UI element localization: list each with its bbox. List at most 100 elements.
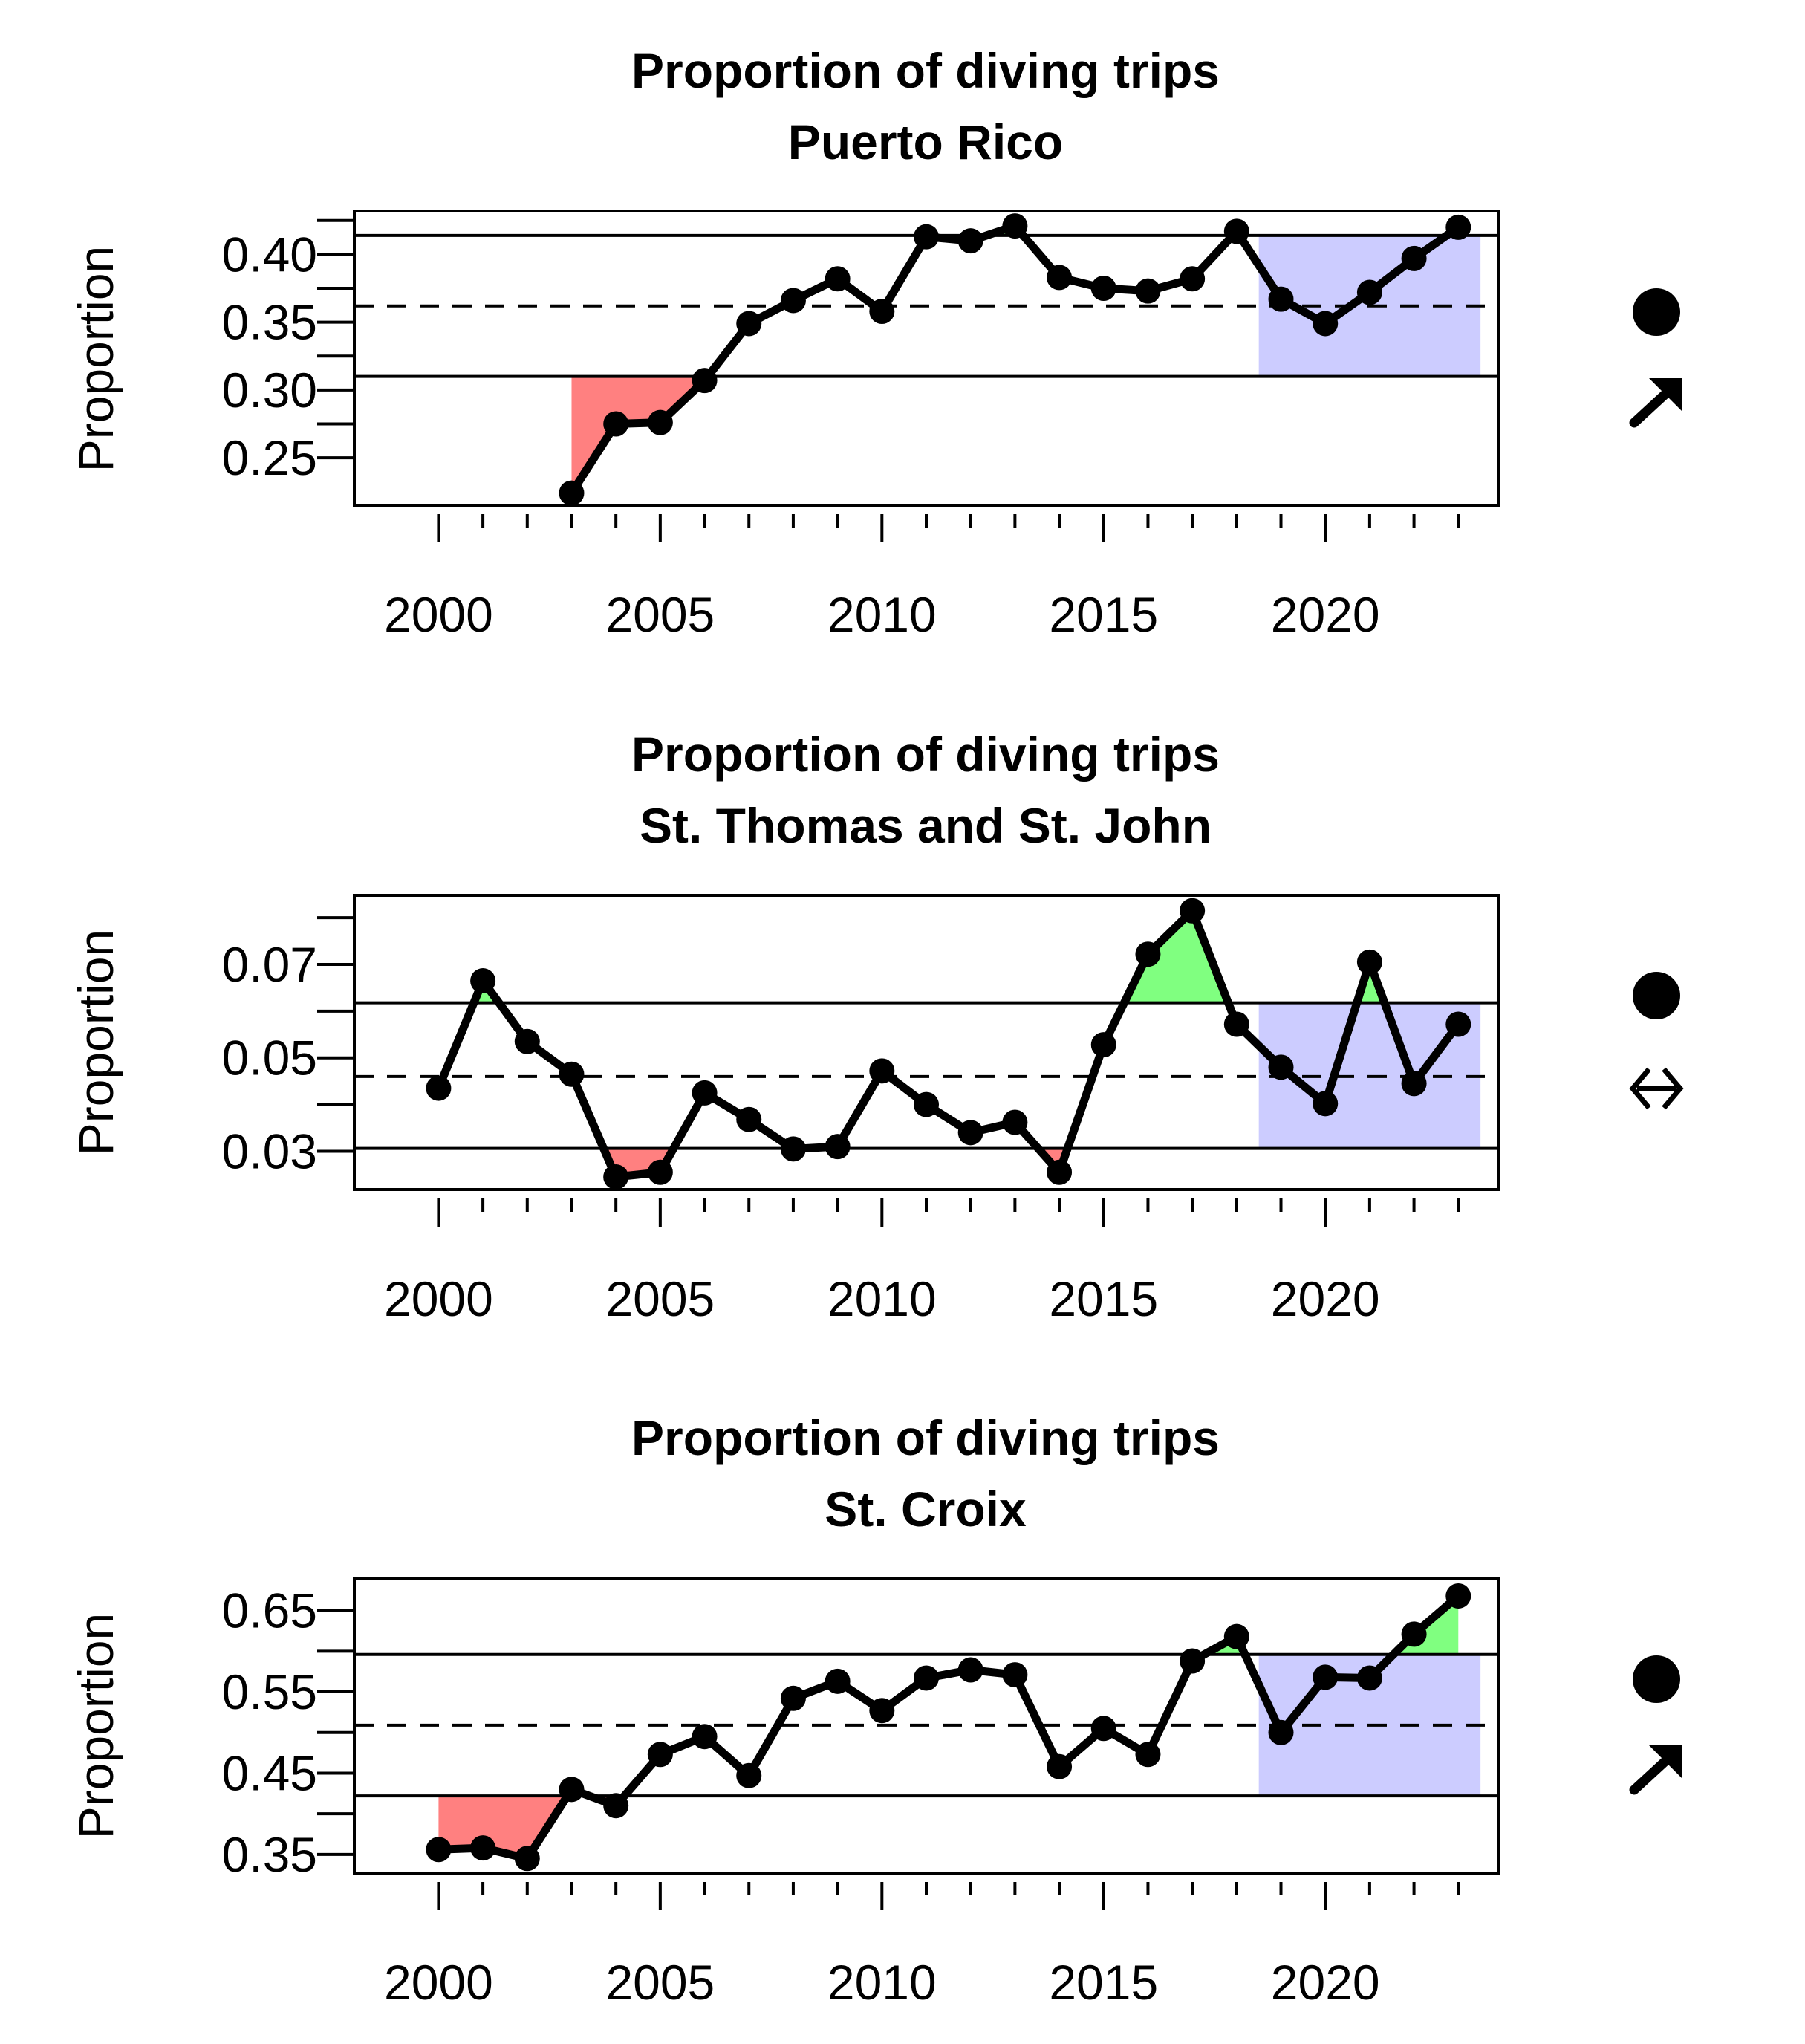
panel-subtitle: St. Thomas and St. John (640, 798, 1212, 853)
panel-st-thomas-st-john: Proportion of diving trips St. Thomas an… (68, 727, 1684, 1326)
data-point (1445, 1011, 1471, 1037)
data-point (426, 1837, 452, 1863)
data-point (647, 1742, 673, 1768)
plot-inner (354, 1595, 1498, 1859)
data-point (1002, 1662, 1028, 1688)
above-upper-fill (1124, 910, 1229, 1003)
panel-puerto-rico: Proportion of diving trips Puerto Rico P… (68, 43, 1682, 642)
data-point (736, 1762, 762, 1788)
data-point (1180, 266, 1206, 292)
filled-circle-icon (1633, 288, 1680, 336)
double-arrow-horizontal-icon (1629, 1067, 1684, 1110)
data-point (736, 311, 762, 337)
data-point (1090, 1716, 1116, 1742)
data-point (825, 1668, 851, 1694)
data-point (1047, 1159, 1073, 1185)
arrow-up-right-icon (1629, 378, 1682, 428)
data-point (692, 368, 718, 394)
data-point (736, 1106, 762, 1132)
filled-circle-icon (1633, 972, 1680, 1019)
plot-frame (353, 1577, 1500, 1875)
data-point (869, 299, 895, 325)
data-point (1135, 1742, 1161, 1768)
data-point (780, 288, 806, 314)
plot-inner (354, 226, 1498, 493)
y-tick-label: 0.30 (222, 363, 317, 418)
plot-area: 2000 2005 2010 2015 2020 0.35 0.45 0.55 0.65 (222, 1577, 1682, 2010)
data-point (426, 1075, 452, 1101)
y-tick-label: 0.25 (222, 430, 317, 485)
data-point (1313, 1664, 1339, 1690)
panel-title: Proportion of diving trips (631, 727, 1220, 782)
x-tick-label: 2010 (827, 1271, 937, 1326)
data-point (957, 228, 983, 254)
data-point (514, 1846, 540, 1872)
y-tick-label: 0.03 (222, 1123, 317, 1178)
data-point (914, 1665, 939, 1691)
x-tick-label: 2015 (1049, 587, 1158, 642)
x-tick-label: 2005 (605, 1271, 715, 1326)
data-point (1180, 898, 1206, 924)
plot-frame (353, 210, 1500, 507)
data-point (514, 1028, 540, 1054)
data-point (1135, 941, 1161, 967)
data-point (1401, 1621, 1427, 1647)
y-tick-label: 0.45 (222, 1745, 317, 1800)
data-point (914, 1091, 939, 1117)
data-point (780, 1136, 806, 1162)
panel-subtitle: Puerto Rico (788, 114, 1063, 169)
data-point (1047, 265, 1073, 291)
data-point (1356, 1665, 1382, 1691)
y-tick-label: 0.35 (222, 1827, 317, 1882)
data-point (1223, 218, 1249, 244)
data-point (825, 1134, 851, 1160)
data-point (1268, 1054, 1294, 1080)
panel-st-croix: Proportion of diving trips St. Croix Pro… (68, 1410, 1682, 2010)
data-point (957, 1657, 983, 1683)
plot-frame (353, 894, 1500, 1191)
panel-title: Proportion of diving trips (631, 1410, 1220, 1465)
y-axis-label: Proportion (68, 1613, 123, 1840)
x-tick-label: 2005 (605, 587, 715, 642)
data-point (1002, 1109, 1028, 1135)
data-point (692, 1080, 718, 1106)
data-point (1445, 214, 1471, 240)
data-point (1356, 949, 1382, 975)
x-tick-label: 2000 (384, 1271, 493, 1326)
panel-subtitle: St. Croix (825, 1482, 1027, 1537)
data-point (470, 968, 496, 994)
x-tick-label: 2010 (827, 587, 937, 642)
plot-area: 2000 2005 2010 2015 2020 0.25 0.30 0.35 0.40 (222, 210, 1682, 642)
y-axis-label: Proportion (68, 246, 123, 473)
data-point (780, 1685, 806, 1711)
data-point (1401, 1071, 1427, 1097)
data-point (1223, 1011, 1249, 1037)
data-point (1445, 1583, 1471, 1609)
data-point (1223, 1623, 1249, 1649)
data-point (647, 409, 673, 435)
x-tick-label: 2020 (1271, 1271, 1380, 1326)
y-tick-label: 0.35 (222, 295, 317, 350)
data-point (1135, 278, 1161, 304)
data-point (825, 266, 851, 292)
panel-title: Proportion of diving trips (631, 43, 1220, 98)
data-point (1401, 245, 1427, 271)
data-point (559, 1061, 585, 1087)
data-point (1313, 1091, 1339, 1117)
data-point (1268, 286, 1294, 312)
x-tick-label: 2020 (1271, 587, 1380, 642)
data-point (603, 1164, 629, 1190)
y-tick-label: 0.05 (222, 1031, 317, 1086)
data-point (603, 1793, 629, 1819)
data-point (869, 1058, 895, 1084)
x-tick-label: 2015 (1049, 1955, 1158, 2010)
x-tick-label: 2000 (384, 1955, 493, 2010)
data-point (957, 1120, 983, 1146)
y-tick-label: 0.65 (222, 1583, 317, 1638)
x-tick-label: 2000 (384, 587, 493, 642)
data-point (603, 411, 629, 437)
y-tick-label: 0.07 (222, 937, 317, 992)
data-point (1180, 1648, 1206, 1674)
filled-circle-icon (1633, 1655, 1680, 1703)
